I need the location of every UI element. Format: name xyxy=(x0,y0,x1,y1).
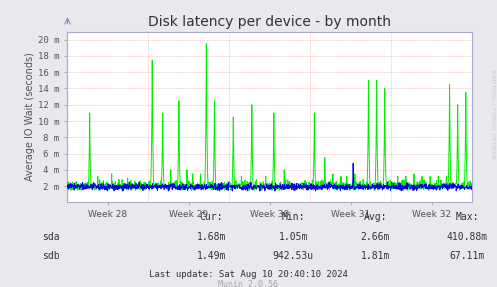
Text: Min:: Min: xyxy=(281,212,305,222)
Title: Disk latency per device - by month: Disk latency per device - by month xyxy=(148,15,391,29)
Text: 1.68m: 1.68m xyxy=(196,232,226,242)
Text: sdb: sdb xyxy=(42,251,60,261)
Y-axis label: Average IO Wait (seconds): Average IO Wait (seconds) xyxy=(25,53,35,181)
Text: Last update: Sat Aug 10 20:40:10 2024: Last update: Sat Aug 10 20:40:10 2024 xyxy=(149,270,348,280)
Text: sda: sda xyxy=(42,232,60,242)
Text: Cur:: Cur: xyxy=(199,212,223,222)
Text: 67.11m: 67.11m xyxy=(450,251,485,261)
Text: 1.81m: 1.81m xyxy=(360,251,390,261)
Text: Avg:: Avg: xyxy=(363,212,387,222)
Text: 942.53u: 942.53u xyxy=(273,251,314,261)
Text: 1.49m: 1.49m xyxy=(196,251,226,261)
Text: 2.66m: 2.66m xyxy=(360,232,390,242)
Text: 410.88m: 410.88m xyxy=(447,232,488,242)
Text: Munin 2.0.56: Munin 2.0.56 xyxy=(219,280,278,287)
Text: RRDTOOL / TOBIAS OETIKER: RRDTOOL / TOBIAS OETIKER xyxy=(491,70,496,159)
Text: 1.05m: 1.05m xyxy=(278,232,308,242)
Text: Max:: Max: xyxy=(455,212,479,222)
